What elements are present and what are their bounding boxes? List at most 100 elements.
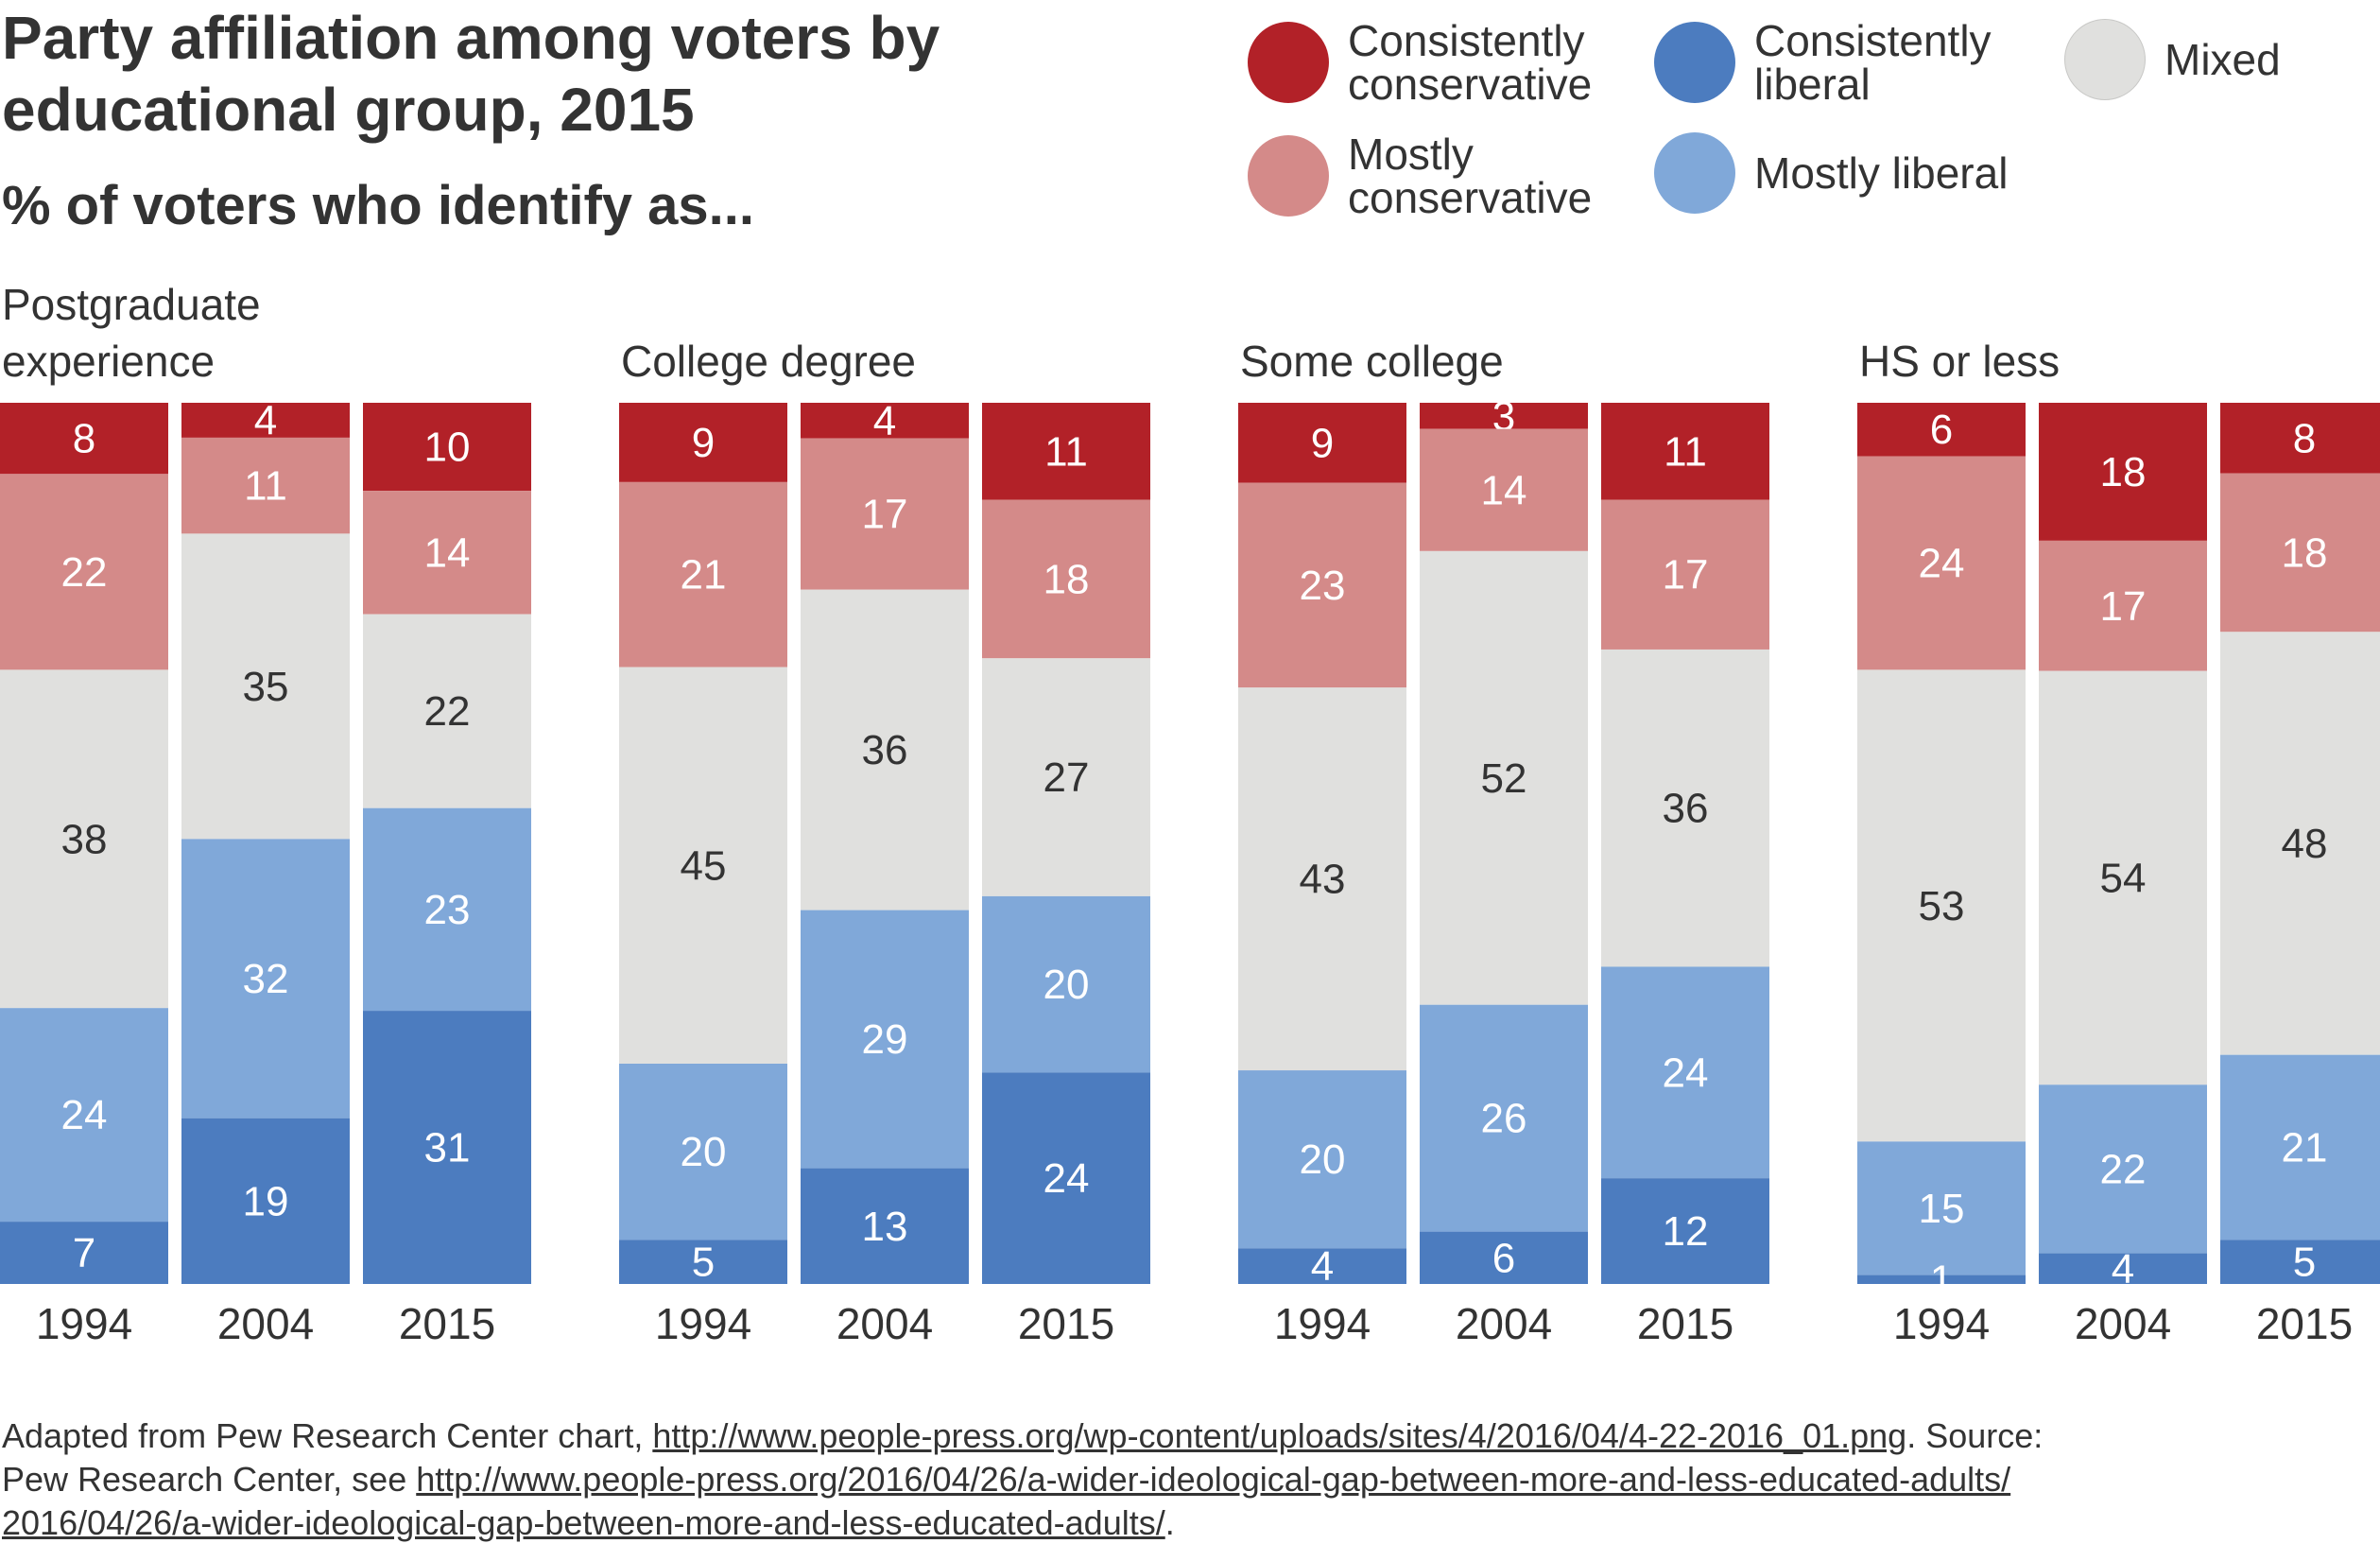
data-label: 48 [2282,821,2328,867]
data-label: 23 [1300,563,1346,609]
bar-segment-mostly-conservative [181,437,350,534]
data-label: 9 [692,420,715,466]
data-label: 19 [243,1178,289,1224]
bar-segment-mixed [2039,670,2207,1085]
bar-segment-consistently-conservative [619,403,787,482]
x-tick-label: 2015 [399,1299,495,1343]
bar-segment-mostly-conservative [1857,456,2026,670]
legend-label-mostly-liberal: Mostly liberal [1754,148,2009,198]
data-label: 35 [243,664,289,710]
x-tick-label: 2004 [836,1299,933,1343]
bar-segment-consistently-conservative [801,403,969,439]
bar-segment-mixed [181,533,350,840]
bar-segment-mostly-conservative [1238,482,1406,688]
bar-segment-consistently-liberal [0,1222,168,1284]
legend-swatch-consistently-liberal [1654,22,1735,103]
data-label: 43 [1300,857,1346,903]
data-label: 11 [1044,428,1088,475]
data-label: 36 [862,727,908,773]
panel-title: experience [2,337,215,386]
bar-segment-mixed [1857,669,2026,1142]
bar-segment-mixed [1601,649,1769,967]
panel-title: College degree [621,337,916,386]
source-link-1[interactable]: http://www.people-press.org/wp-content/u… [652,1416,1907,1455]
source-link-2[interactable]: http://www.people-press.org/2016/04/26/a… [416,1460,2011,1499]
chart-legend: Consistently conservative Mostly conserv… [1248,19,2372,236]
panel-title: HS or less [1859,337,2060,386]
panel-postgraduate-experience: Postgraduate experience 8 22 38 24 7 1994 4 11 35 3… [0,280,531,1343]
data-label: 17 [2100,583,2147,630]
bar-segment-consistently-conservative [0,403,168,475]
data-label: 15 [1919,1186,1965,1232]
data-label: 5 [2293,1240,2316,1286]
x-tick-label: 1994 [1274,1299,1371,1343]
bar-segment-mixed [1420,550,1588,1005]
source-text-2: Pew Research Center, see [2,1460,417,1499]
bar-segment-consistently-liberal [1238,1248,1406,1284]
bar-segment-consistently-conservative [181,403,350,438]
data-label: 18 [2282,529,2328,576]
x-tick-label: 2004 [1456,1299,1552,1343]
data-label: 22 [424,688,471,735]
x-tick-label: 1994 [36,1299,132,1343]
bar-segment-mixed [801,589,969,911]
bar-segment-consistently-conservative [1238,403,1406,483]
bar-segment-consistently-conservative [2220,403,2380,474]
data-label: 31 [424,1125,471,1171]
data-label: 20 [681,1129,727,1175]
bar-segment-mostly-liberal [181,839,350,1119]
bar-segment-mostly-liberal [1420,1004,1588,1232]
legend-label-consistently-liberal: Consistently liberal [1754,16,1992,109]
bar-segment-mixed [1238,687,1406,1071]
data-label: 36 [1663,786,1709,832]
legend-item-consistently-liberal: Consistently liberal [1654,19,2038,106]
bar-segment-consistently-liberal [2039,1253,2207,1284]
bar-segment-mostly-conservative [619,481,787,668]
data-label: 4 [873,398,896,444]
data-label: 24 [1663,1049,1709,1096]
bar-segment-consistently-liberal [181,1118,350,1284]
bar-segment-mostly-conservative [2220,473,2380,633]
legend-label-consistently-conservative: Consistently conservative [1348,16,1593,109]
bar-segment-consistently-liberal [619,1240,787,1284]
source-link-3[interactable]: 2016/04/26/a-wider-ideological-gap-betwe… [2,1503,1165,1542]
bar-segment-mostly-conservative [2039,540,2207,671]
bar-segment-mostly-liberal [1857,1141,2026,1275]
data-label: 11 [1664,428,1707,475]
data-label: 4 [254,397,277,443]
x-tick-label: 2004 [217,1299,314,1343]
data-label: 1 [1930,1257,1953,1303]
data-label: 20 [1300,1136,1346,1183]
data-label: 4 [1311,1243,1334,1290]
data-label: 54 [2100,855,2147,901]
x-tick-label: 1994 [655,1299,751,1343]
bar-segment-mixed [363,614,531,808]
bar-segment-consistently-liberal [2220,1240,2380,1284]
legend-item-mostly-liberal: Mostly liberal [1654,132,2038,214]
data-label: 26 [1481,1096,1527,1142]
data-label: 22 [61,549,108,596]
data-label: 53 [1919,883,1965,929]
legend-swatch-mixed [2064,19,2146,100]
data-label: 20 [1043,962,1090,1008]
bar-segment-mostly-conservative [363,491,531,615]
data-label: 14 [1481,467,1527,513]
bar-segment-consistently-conservative [1420,403,1588,429]
x-tick-label: 2015 [1637,1299,1733,1343]
source-text-1-end: . Source: [1906,1416,2044,1455]
data-label: 21 [681,552,727,598]
bar-segment-consistently-liberal [1857,1275,2026,1284]
bar-segment-consistently-conservative [2039,403,2207,541]
bar-segment-mostly-liberal [1238,1070,1406,1249]
data-label: 29 [862,1016,908,1063]
data-label: 24 [1043,1155,1090,1202]
bar-segment-mostly-liberal [801,910,969,1169]
data-label: 27 [1043,754,1090,801]
legend-swatch-mostly-liberal [1654,132,1735,214]
legend-item-consistently-conservative: Consistently conservative [1248,19,1631,106]
bar-segment-mostly-conservative [1601,499,1769,650]
stacked-bar-chart: Postgraduateexperience822382471994411353… [0,280,2380,1343]
data-label: 9 [1311,420,1334,466]
legend-label-mixed: Mixed [2164,35,2281,84]
